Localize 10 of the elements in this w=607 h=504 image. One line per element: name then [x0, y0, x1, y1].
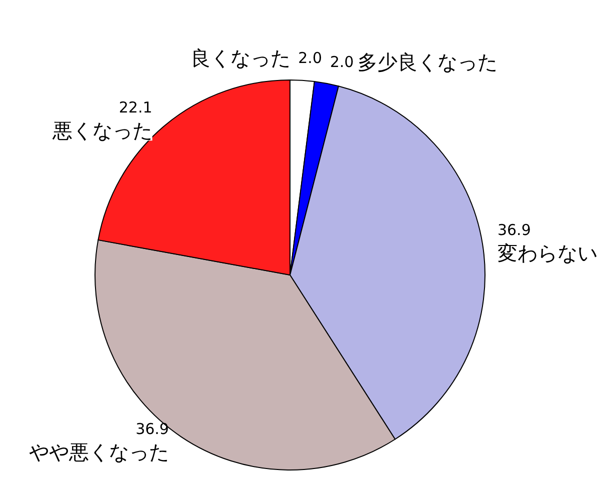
data-label: 36.9: [136, 420, 169, 438]
data-label: 36.9: [497, 221, 531, 240]
data-label: 22.1: [118, 98, 152, 117]
slice-label: 悪くなった: [51, 118, 152, 143]
data-label: 2.0: [330, 53, 354, 71]
slice-label: 変わらない: [497, 241, 598, 266]
slice-label: 多少良くなった: [358, 50, 498, 74]
data-label: 2.0: [298, 49, 322, 67]
slice-label: やや悪くなった: [28, 440, 169, 464]
slice-label: 良くなった: [190, 46, 291, 70]
